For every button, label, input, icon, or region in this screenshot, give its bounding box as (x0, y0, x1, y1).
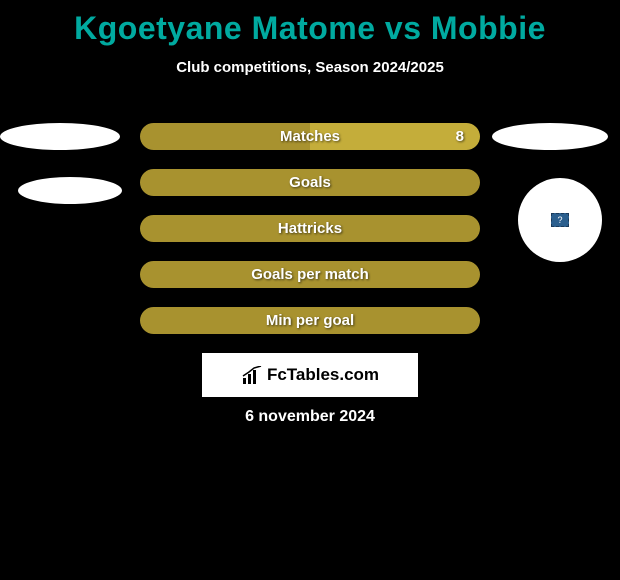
bar-goals-per-match: Goals per match (140, 261, 480, 288)
circle-avatar-right: ? (518, 178, 602, 262)
ellipse-left-top (0, 123, 120, 150)
ellipse-right-top (492, 123, 608, 150)
logo-label: FcTables.com (267, 365, 379, 385)
bar-matches: Matches 8 (140, 123, 480, 150)
bar-label-mpg: Min per goal (266, 312, 354, 329)
bar-label-matches: Matches (280, 128, 340, 145)
bar-hattricks: Hattricks (140, 215, 480, 242)
logo-box: FcTables.com (202, 353, 418, 397)
date-text: 6 november 2024 (0, 408, 620, 426)
ellipse-left-bottom (18, 177, 122, 204)
chart-icon (241, 366, 263, 384)
placeholder-icon: ? (551, 213, 569, 227)
subtitle: Club competitions, Season 2024/2025 (0, 59, 620, 76)
bar-label-hattricks: Hattricks (278, 220, 342, 237)
bar-label-goals: Goals (289, 174, 331, 191)
logo-text: FcTables.com (241, 365, 379, 385)
page-title: Kgoetyane Matome vs Mobbie (0, 0, 620, 47)
bar-value-matches: 8 (456, 128, 464, 145)
stats-bars-container: Matches 8 Goals Hattricks Goals per matc… (140, 123, 480, 353)
bar-min-per-goal: Min per goal (140, 307, 480, 334)
bar-label-gpm: Goals per match (251, 266, 369, 283)
bar-goals: Goals (140, 169, 480, 196)
